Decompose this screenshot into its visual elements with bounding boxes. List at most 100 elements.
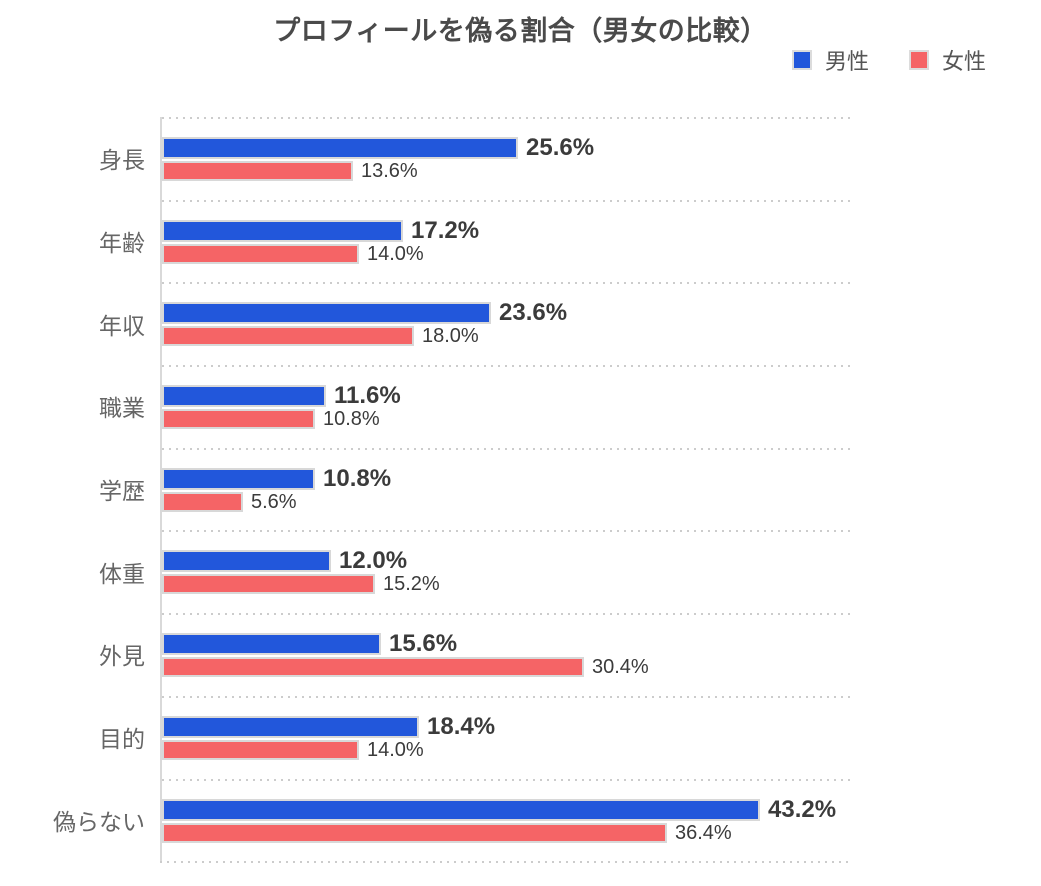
female-bar <box>162 574 375 595</box>
female-value-label: 30.4% <box>592 656 649 679</box>
female-bar-row: 5.6% <box>162 490 850 513</box>
female-color-swatch-icon <box>908 50 929 70</box>
female-bar <box>162 243 359 264</box>
row-plot-area: 18.4% 14.0% <box>160 695 850 779</box>
female-bar-row: 10.8% <box>162 408 850 431</box>
row-plot-area: 25.6% 13.6% <box>160 117 850 200</box>
category-label: 偽らない <box>53 808 145 835</box>
male-bar <box>162 219 403 242</box>
female-value-label: 5.6% <box>251 490 297 513</box>
female-value-label: 15.2% <box>383 573 440 596</box>
female-value-label: 13.6% <box>361 160 418 182</box>
legend-item-female: 女性 <box>908 44 986 76</box>
male-bar-row: 23.6% <box>162 301 850 325</box>
row-plot-area: 43.2% 36.4% <box>160 778 850 862</box>
chart-title: プロフィールを偽る割合（男女の比較） <box>273 16 768 46</box>
male-bar <box>162 798 760 821</box>
female-bar <box>162 739 359 760</box>
male-bar-row: 25.6% <box>162 136 850 160</box>
female-value-label: 36.4% <box>675 821 732 844</box>
female-bar-row: 14.0% <box>162 738 850 761</box>
female-value-label: 10.8% <box>323 408 380 431</box>
category-label: 体重 <box>99 560 145 587</box>
bar-chart: 身長 25.6% 13.6% 年齢 17.2% 14.0% <box>0 117 860 864</box>
female-bar <box>162 326 414 347</box>
female-bar <box>162 161 353 181</box>
female-bar <box>162 491 243 512</box>
category-separator-gridline <box>162 365 850 368</box>
female-bar-row: 14.0% <box>162 242 850 265</box>
category-separator-gridline <box>162 199 850 202</box>
row-plot-area: 15.6% 30.4% <box>160 613 850 696</box>
chart-row: 職業 11.6% 10.8% <box>0 365 860 448</box>
row-plot-area: 12.0% 15.2% <box>160 530 850 614</box>
male-value-label: 11.6% <box>334 382 401 410</box>
legend-item-male: 男性 <box>791 44 869 76</box>
female-bar <box>162 657 584 678</box>
chart-legend: 男性 女性 <box>791 44 986 76</box>
category-separator-gridline <box>162 117 850 119</box>
category-label: 目的 <box>99 726 145 753</box>
category-label: 年齢 <box>99 230 145 257</box>
male-bar-row: 18.4% <box>162 712 850 740</box>
male-bar-row: 12.0% <box>162 549 850 573</box>
category-separator-gridline <box>162 778 850 781</box>
category-label: 職業 <box>99 395 145 422</box>
category-label: 身長 <box>99 147 145 174</box>
male-bar <box>162 302 491 325</box>
chart-row: 外見 15.6% 30.4% <box>0 613 860 696</box>
male-bar-row: 17.2% <box>162 216 850 244</box>
male-value-label: 43.2% <box>768 795 837 823</box>
male-bar <box>162 715 419 738</box>
legend-label-female: 女性 <box>941 49 986 74</box>
chart-row: 年齢 17.2% 14.0% <box>0 199 860 283</box>
female-bar-row: 13.6% <box>162 161 850 181</box>
chart-row: 目的 18.4% 14.0% <box>0 695 860 779</box>
male-bar-row: 10.8% <box>162 464 850 492</box>
male-bar <box>162 385 326 408</box>
category-label: 年収 <box>99 312 145 339</box>
female-value-label: 14.0% <box>367 738 424 761</box>
male-value-label: 23.6% <box>499 299 568 327</box>
female-bar-row: 36.4% <box>162 821 850 844</box>
male-value-label: 25.6% <box>526 134 595 161</box>
male-bar-row: 43.2% <box>162 795 850 823</box>
chart-row: 体重 12.0% 15.2% <box>0 530 860 614</box>
female-bar-row: 18.0% <box>162 325 850 348</box>
male-bar <box>162 633 381 656</box>
legend-label-male: 男性 <box>824 49 869 74</box>
female-bar <box>162 822 667 843</box>
female-bar <box>162 409 315 430</box>
male-bar <box>162 137 518 159</box>
male-bar <box>162 467 315 490</box>
row-plot-area: 10.8% 5.6% <box>160 447 850 531</box>
row-plot-area: 11.6% 10.8% <box>160 365 850 448</box>
category-separator-gridline <box>162 695 850 698</box>
male-value-label: 18.4% <box>427 712 496 740</box>
male-value-label: 15.6% <box>389 630 458 658</box>
category-separator-gridline <box>162 613 850 616</box>
female-bar-row: 15.2% <box>162 573 850 596</box>
female-bar-row: 30.4% <box>162 656 850 679</box>
category-separator-gridline <box>162 530 850 533</box>
row-plot-area: 17.2% 14.0% <box>160 199 850 283</box>
chart-row: 学歴 10.8% 5.6% <box>0 447 860 531</box>
male-bar-row: 11.6% <box>162 384 850 408</box>
category-separator-gridline <box>162 447 850 450</box>
row-plot-area: 23.6% 18.0% <box>160 282 850 366</box>
male-color-swatch-icon <box>791 50 812 70</box>
male-value-label: 12.0% <box>339 547 408 575</box>
male-value-label: 10.8% <box>323 464 392 492</box>
chart-row: 身長 25.6% 13.6% <box>0 117 860 200</box>
female-value-label: 14.0% <box>367 242 424 265</box>
male-value-label: 17.2% <box>411 216 480 244</box>
bottom-baseline-gridline <box>160 861 850 864</box>
category-label: 外見 <box>99 643 145 670</box>
category-separator-gridline <box>162 282 850 285</box>
female-value-label: 18.0% <box>422 325 479 348</box>
chart-row: 年収 23.6% 18.0% <box>0 282 860 366</box>
male-bar <box>162 550 331 573</box>
category-label: 学歴 <box>99 478 145 505</box>
male-bar-row: 15.6% <box>162 632 850 656</box>
